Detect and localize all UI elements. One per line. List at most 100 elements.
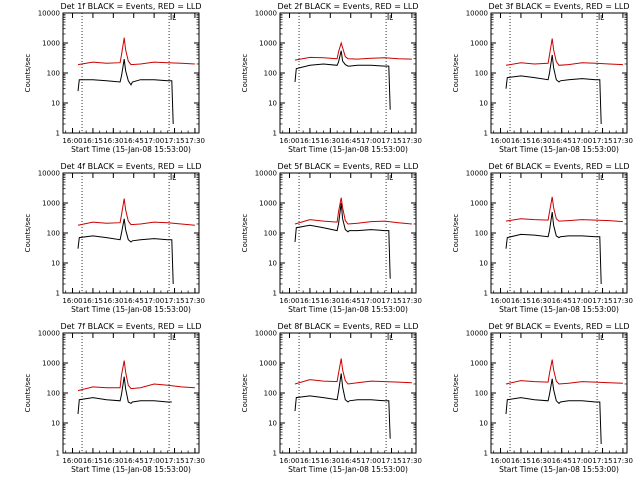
lld-series-line bbox=[77, 37, 195, 66]
x-tick-label: 16:30 bbox=[320, 297, 340, 305]
events-series-line bbox=[77, 376, 172, 415]
y-tick-label: 10000 bbox=[255, 170, 277, 178]
x-tick-label: 16:00 bbox=[490, 137, 510, 145]
y-tick-label: 1000 bbox=[259, 200, 277, 208]
events-series-line bbox=[505, 378, 602, 445]
y-tick-label: 10000 bbox=[255, 10, 277, 18]
x-tick-label: 17:30 bbox=[185, 457, 205, 465]
panel-title: Det 3f BLACK = Events, RED = LLD bbox=[488, 2, 629, 11]
marker-label: L bbox=[600, 174, 604, 182]
x-tick-label: 16:45 bbox=[124, 297, 144, 305]
x-tick-label: 16:15 bbox=[83, 297, 103, 305]
x-tick-label: 17:00 bbox=[361, 457, 381, 465]
x-tick-label: 16:15 bbox=[300, 137, 320, 145]
x-tick-label: 16:00 bbox=[490, 297, 510, 305]
x-tick-label: 17:00 bbox=[361, 297, 381, 305]
x-tick-label: 17:30 bbox=[402, 297, 422, 305]
lld-series-line bbox=[505, 38, 623, 66]
marker-label: L bbox=[172, 174, 176, 182]
y-axis-label: Counts/sec bbox=[24, 54, 32, 93]
x-axis-label: Start Time (15-Jan-08 15:53:00) bbox=[499, 465, 619, 474]
x-tick-label: 17:15 bbox=[164, 457, 184, 465]
x-tick-label: 16:45 bbox=[341, 297, 361, 305]
detector-panel: Det 8f BLACK = Events, RED = LLD Counts/s… bbox=[241, 322, 422, 474]
lld-series-line bbox=[294, 358, 412, 385]
x-tick-label: 17:00 bbox=[144, 137, 164, 145]
x-tick-label: 17:30 bbox=[613, 457, 633, 465]
plot-frame bbox=[490, 332, 628, 454]
y-tick-label: 1 bbox=[484, 450, 488, 458]
lld-series-line bbox=[77, 198, 195, 226]
events-series-line bbox=[77, 59, 174, 125]
y-tick-label: 1 bbox=[273, 450, 277, 458]
detector-panel: Det 5f BLACK = Events, RED = LLD Counts/s… bbox=[241, 162, 422, 314]
y-tick-label: 1 bbox=[56, 290, 60, 298]
x-axis-label: Start Time (15-Jan-08 15:53:00) bbox=[499, 305, 619, 314]
y-tick-label: 10 bbox=[268, 260, 277, 268]
x-tick-label: 16:15 bbox=[511, 297, 531, 305]
x-tick-label: 17:30 bbox=[613, 297, 633, 305]
y-axis-label: Counts/sec bbox=[241, 54, 249, 93]
detector-panel: Det 3f BLACK = Events, RED = LLD Counts/s… bbox=[452, 2, 633, 154]
y-tick-label: 100 bbox=[264, 390, 277, 398]
marker-label: L bbox=[389, 174, 393, 182]
y-tick-label: 1 bbox=[484, 290, 488, 298]
y-tick-label: 10 bbox=[479, 420, 488, 428]
x-tick-label: 16:30 bbox=[531, 137, 551, 145]
lld-series-line bbox=[294, 41, 412, 61]
y-tick-label: 100 bbox=[475, 70, 488, 78]
detector-panel: Det 9f BLACK = Events, RED = LLD Counts/s… bbox=[452, 322, 633, 474]
y-tick-label: 10 bbox=[268, 420, 277, 428]
events-series-line bbox=[77, 218, 174, 285]
y-tick-label: 10 bbox=[51, 260, 60, 268]
y-tick-label: 10000 bbox=[466, 330, 488, 338]
panel-title: Det 2f BLACK = Events, RED = LLD bbox=[277, 2, 418, 11]
x-tick-label: 16:45 bbox=[552, 297, 572, 305]
x-tick-label: 17:00 bbox=[572, 457, 592, 465]
y-tick-label: 1000 bbox=[470, 40, 488, 48]
plot-frame bbox=[62, 12, 200, 134]
y-tick-label: 100 bbox=[47, 70, 60, 78]
x-tick-label: 16:30 bbox=[103, 457, 123, 465]
events-series-line bbox=[294, 373, 391, 439]
lld-series-line bbox=[505, 359, 623, 385]
y-tick-label: 10000 bbox=[38, 330, 60, 338]
x-axis-label: Start Time (15-Jan-08 15:53:00) bbox=[71, 305, 191, 314]
x-tick-label: 17:00 bbox=[144, 297, 164, 305]
detector-panel: Det 1f BLACK = Events, RED = LLD Counts/s… bbox=[24, 2, 205, 154]
x-tick-label: 16:30 bbox=[320, 457, 340, 465]
plot-frame bbox=[279, 12, 417, 134]
x-tick-label: 16:00 bbox=[279, 137, 299, 145]
y-tick-label: 1 bbox=[273, 130, 277, 138]
plot-frame bbox=[62, 332, 200, 454]
x-tick-label: 16:15 bbox=[300, 297, 320, 305]
events-series-line bbox=[505, 54, 602, 125]
x-tick-label: 16:00 bbox=[62, 297, 82, 305]
x-tick-label: 16:45 bbox=[124, 457, 144, 465]
panel-title: Det 1f BLACK = Events, RED = LLD bbox=[60, 2, 201, 11]
y-tick-label: 10000 bbox=[255, 330, 277, 338]
x-tick-label: 17:15 bbox=[592, 457, 612, 465]
x-axis-label: Start Time (15-Jan-08 15:53:00) bbox=[288, 305, 408, 314]
x-axis-label: Start Time (15-Jan-08 15:53:00) bbox=[71, 465, 191, 474]
x-tick-label: 16:15 bbox=[300, 457, 320, 465]
x-tick-label: 16:00 bbox=[279, 297, 299, 305]
marker-label: L bbox=[172, 334, 176, 342]
panel-title: Det 5f BLACK = Events, RED = LLD bbox=[277, 162, 418, 171]
x-tick-label: 17:00 bbox=[144, 457, 164, 465]
x-tick-label: 17:15 bbox=[381, 137, 401, 145]
y-tick-label: 1 bbox=[56, 450, 60, 458]
x-tick-label: 16:45 bbox=[552, 457, 572, 465]
x-tick-label: 16:45 bbox=[341, 457, 361, 465]
x-tick-label: 16:15 bbox=[83, 457, 103, 465]
x-tick-label: 17:30 bbox=[402, 457, 422, 465]
marker-label: L bbox=[389, 334, 393, 342]
y-axis-label: Counts/sec bbox=[24, 374, 32, 413]
y-axis-label: Counts/sec bbox=[241, 214, 249, 253]
events-series-line bbox=[505, 211, 602, 285]
plot-frame bbox=[62, 172, 200, 294]
y-tick-label: 10 bbox=[51, 420, 60, 428]
y-tick-label: 10 bbox=[479, 100, 488, 108]
x-tick-label: 17:15 bbox=[592, 137, 612, 145]
